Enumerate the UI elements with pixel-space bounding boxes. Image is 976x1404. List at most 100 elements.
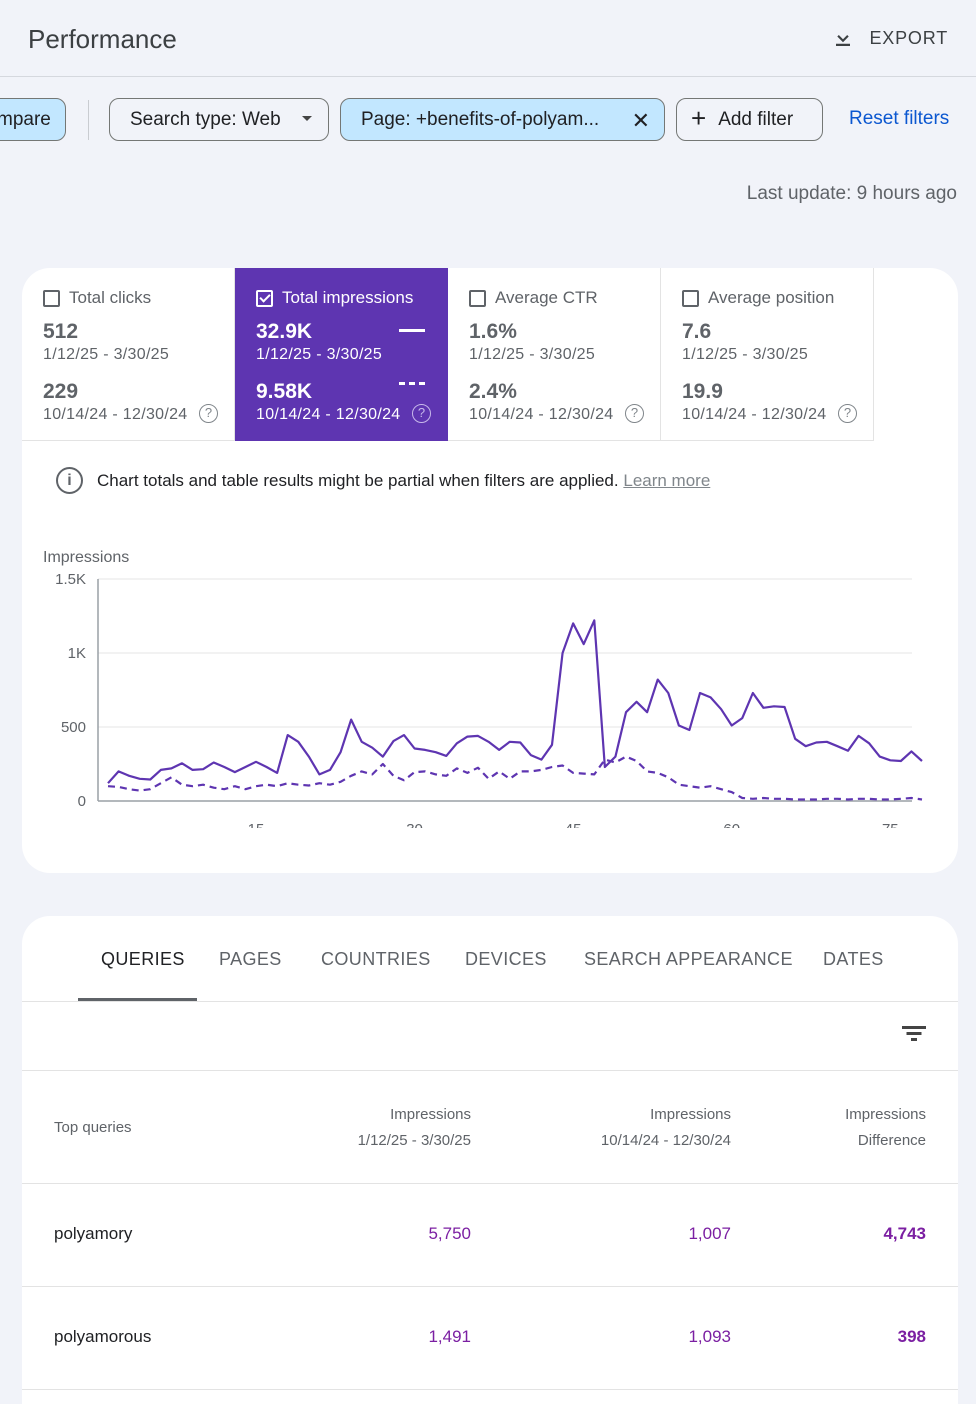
chart-y-axis-label: Impressions bbox=[43, 549, 130, 566]
metric-compare-value: 2.4% bbox=[469, 380, 517, 403]
metric-range: 1/12/25 - 3/30/25 bbox=[256, 346, 383, 363]
col-header-query[interactable]: Top queries bbox=[54, 1119, 132, 1136]
metric-total-clicks[interactable]: Total clicks 512 1/12/25 - 3/30/25 229 1… bbox=[22, 268, 235, 441]
table-header: Top queries Impressions 1/12/25 - 3/30/2… bbox=[22, 1071, 958, 1184]
impressions-difference-cell: 4,743 bbox=[883, 1224, 926, 1243]
x-tick-label: 45 bbox=[565, 821, 582, 828]
notice-text: Chart totals and table results might be … bbox=[97, 470, 619, 490]
download-icon bbox=[835, 29, 850, 46]
metric-label: Total impressions bbox=[282, 288, 414, 307]
help-icon[interactable]: ? bbox=[412, 404, 431, 423]
search-type-dropdown[interactable]: Search type: Web bbox=[109, 98, 329, 141]
queries-table-card: QUERIES PAGES COUNTRIES DEVICES SEARCH A… bbox=[22, 916, 958, 1404]
metric-total-impressions[interactable]: Total impressions 32.9K 1/12/25 - 3/30/2… bbox=[235, 268, 448, 441]
help-icon[interactable]: ? bbox=[625, 404, 644, 423]
x-tick-label: 30 bbox=[406, 821, 423, 828]
checkbox-icon[interactable] bbox=[469, 289, 486, 307]
filter-list-icon[interactable] bbox=[902, 1024, 926, 1042]
checkbox-icon[interactable] bbox=[682, 289, 699, 307]
query-cell: polyamory bbox=[54, 1224, 133, 1243]
table-row[interactable]: polyamory 5,750 1,007 4,743 bbox=[22, 1184, 958, 1287]
metric-compare-value: 9.58K bbox=[256, 380, 313, 403]
metric-compare-range: 10/14/24 - 12/30/24 bbox=[43, 406, 188, 423]
metric-compare-range: 10/14/24 - 12/30/24 bbox=[682, 406, 827, 423]
x-tick-label: 15 bbox=[248, 821, 265, 828]
add-filter-button[interactable]: + Add filter bbox=[676, 98, 823, 141]
y-tick-label: 1.5K bbox=[55, 571, 86, 588]
impressions-chart: 0 500 1K 1.5K 15 30 45 60 75 bbox=[55, 571, 923, 828]
col-header-sub: Difference bbox=[857, 1132, 926, 1149]
help-icon[interactable]: ? bbox=[838, 404, 857, 423]
partial-data-notice: i Chart totals and table results might b… bbox=[56, 467, 710, 494]
col-header-title: Impressions bbox=[650, 1106, 731, 1123]
y-tick-label: 1K bbox=[68, 645, 86, 662]
impressions-current-cell: 1,491 bbox=[428, 1327, 471, 1346]
learn-more-link[interactable]: Learn more bbox=[623, 470, 711, 490]
tab-search-appearance[interactable]: SEARCH APPEARANCE bbox=[584, 949, 793, 969]
active-tab-indicator bbox=[78, 998, 197, 1001]
export-label: EXPORT bbox=[869, 27, 948, 48]
filter-divider bbox=[88, 100, 89, 140]
help-icon[interactable]: ? bbox=[199, 404, 218, 423]
x-tick-label: 60 bbox=[723, 821, 740, 828]
col-header-impressions-previous[interactable]: Impressions 10/14/24 - 12/30/24 bbox=[601, 1102, 731, 1154]
page-title: Performance bbox=[28, 24, 177, 54]
performance-chart-card: Total clicks 512 1/12/25 - 3/30/25 229 1… bbox=[22, 268, 958, 873]
x-tick-label: 75 bbox=[882, 821, 899, 828]
metric-value: 1.6% bbox=[469, 320, 517, 343]
search-type-label: Search type: Web bbox=[130, 108, 281, 130]
metric-label: Average position bbox=[708, 288, 835, 307]
series-line-previous bbox=[107, 755, 923, 801]
tab-pages[interactable]: PAGES bbox=[219, 949, 282, 969]
metric-average-position[interactable]: Average position 7.6 1/12/25 - 3/30/25 1… bbox=[661, 268, 874, 441]
page-filter-label: Page: +benefits-of-polyam... bbox=[361, 108, 600, 130]
tab-devices[interactable]: DEVICES bbox=[465, 949, 547, 969]
plus-icon: + bbox=[691, 103, 707, 133]
y-tick-label: 0 bbox=[78, 793, 86, 810]
checkbox-checked-icon[interactable] bbox=[256, 289, 273, 307]
page-header: Performance EXPORT bbox=[0, 0, 976, 77]
close-icon[interactable]: ✕ bbox=[631, 108, 650, 133]
page-filter-chip[interactable]: Page: +benefits-of-polyam... ✕ bbox=[340, 98, 665, 141]
reset-filters-button[interactable]: Reset filters bbox=[849, 108, 950, 129]
export-button[interactable]: EXPORT bbox=[832, 26, 949, 50]
metric-range: 1/12/25 - 3/30/25 bbox=[469, 346, 596, 363]
col-header-range: 1/12/25 - 3/30/25 bbox=[357, 1132, 471, 1149]
col-header-range: 10/14/24 - 12/30/24 bbox=[600, 1132, 731, 1149]
dimension-tabs: QUERIES PAGES COUNTRIES DEVICES SEARCH A… bbox=[22, 916, 958, 1002]
table-filter-row bbox=[22, 1002, 958, 1071]
metric-average-ctr[interactable]: Average CTR 1.6% 1/12/25 - 3/30/25 2.4% … bbox=[448, 268, 661, 441]
last-update-text: Last update: 9 hours ago bbox=[746, 183, 957, 204]
tab-queries[interactable]: QUERIES bbox=[101, 949, 185, 969]
impressions-previous-cell: 1,093 bbox=[688, 1327, 731, 1346]
table-row[interactable]: polyamorous 1,491 1,093 398 bbox=[22, 1287, 958, 1390]
metric-value: 32.9K bbox=[256, 320, 313, 343]
metric-range: 1/12/25 - 3/30/25 bbox=[682, 346, 809, 363]
metric-compare-range: 10/14/24 - 12/30/24 bbox=[256, 406, 401, 423]
compare-chip[interactable]: mpare bbox=[0, 98, 66, 141]
col-header-title: Impressions bbox=[390, 1106, 471, 1123]
metric-label: Total clicks bbox=[69, 288, 152, 307]
tab-dates[interactable]: DATES bbox=[823, 949, 884, 969]
impressions-difference-cell: 398 bbox=[897, 1327, 926, 1346]
info-icon: i bbox=[56, 467, 83, 494]
col-header-title: Impressions bbox=[845, 1106, 926, 1123]
metric-value: 7.6 bbox=[682, 320, 712, 343]
compare-label: mpare bbox=[0, 108, 51, 130]
legend-dashed-line-icon bbox=[399, 382, 425, 385]
metric-compare-range: 10/14/24 - 12/30/24 bbox=[469, 406, 614, 423]
caret-down-icon bbox=[302, 116, 312, 121]
add-filter-label: Add filter bbox=[718, 108, 794, 130]
legend-solid-line-icon bbox=[399, 329, 425, 332]
metric-compare-value: 229 bbox=[43, 380, 79, 403]
col-header-impressions-difference[interactable]: Impressions Difference bbox=[845, 1102, 926, 1154]
impressions-current-cell: 5,750 bbox=[428, 1224, 471, 1243]
query-cell: polyamorous bbox=[54, 1327, 152, 1346]
series-line-current bbox=[107, 619, 923, 784]
checkbox-icon[interactable] bbox=[43, 289, 60, 307]
impressions-previous-cell: 1,007 bbox=[688, 1224, 731, 1243]
col-header-impressions-current[interactable]: Impressions 1/12/25 - 3/30/25 bbox=[358, 1102, 471, 1154]
metric-label: Average CTR bbox=[495, 288, 598, 307]
metric-cards: Total clicks 512 1/12/25 - 3/30/25 229 1… bbox=[22, 268, 874, 441]
tab-countries[interactable]: COUNTRIES bbox=[321, 949, 431, 969]
